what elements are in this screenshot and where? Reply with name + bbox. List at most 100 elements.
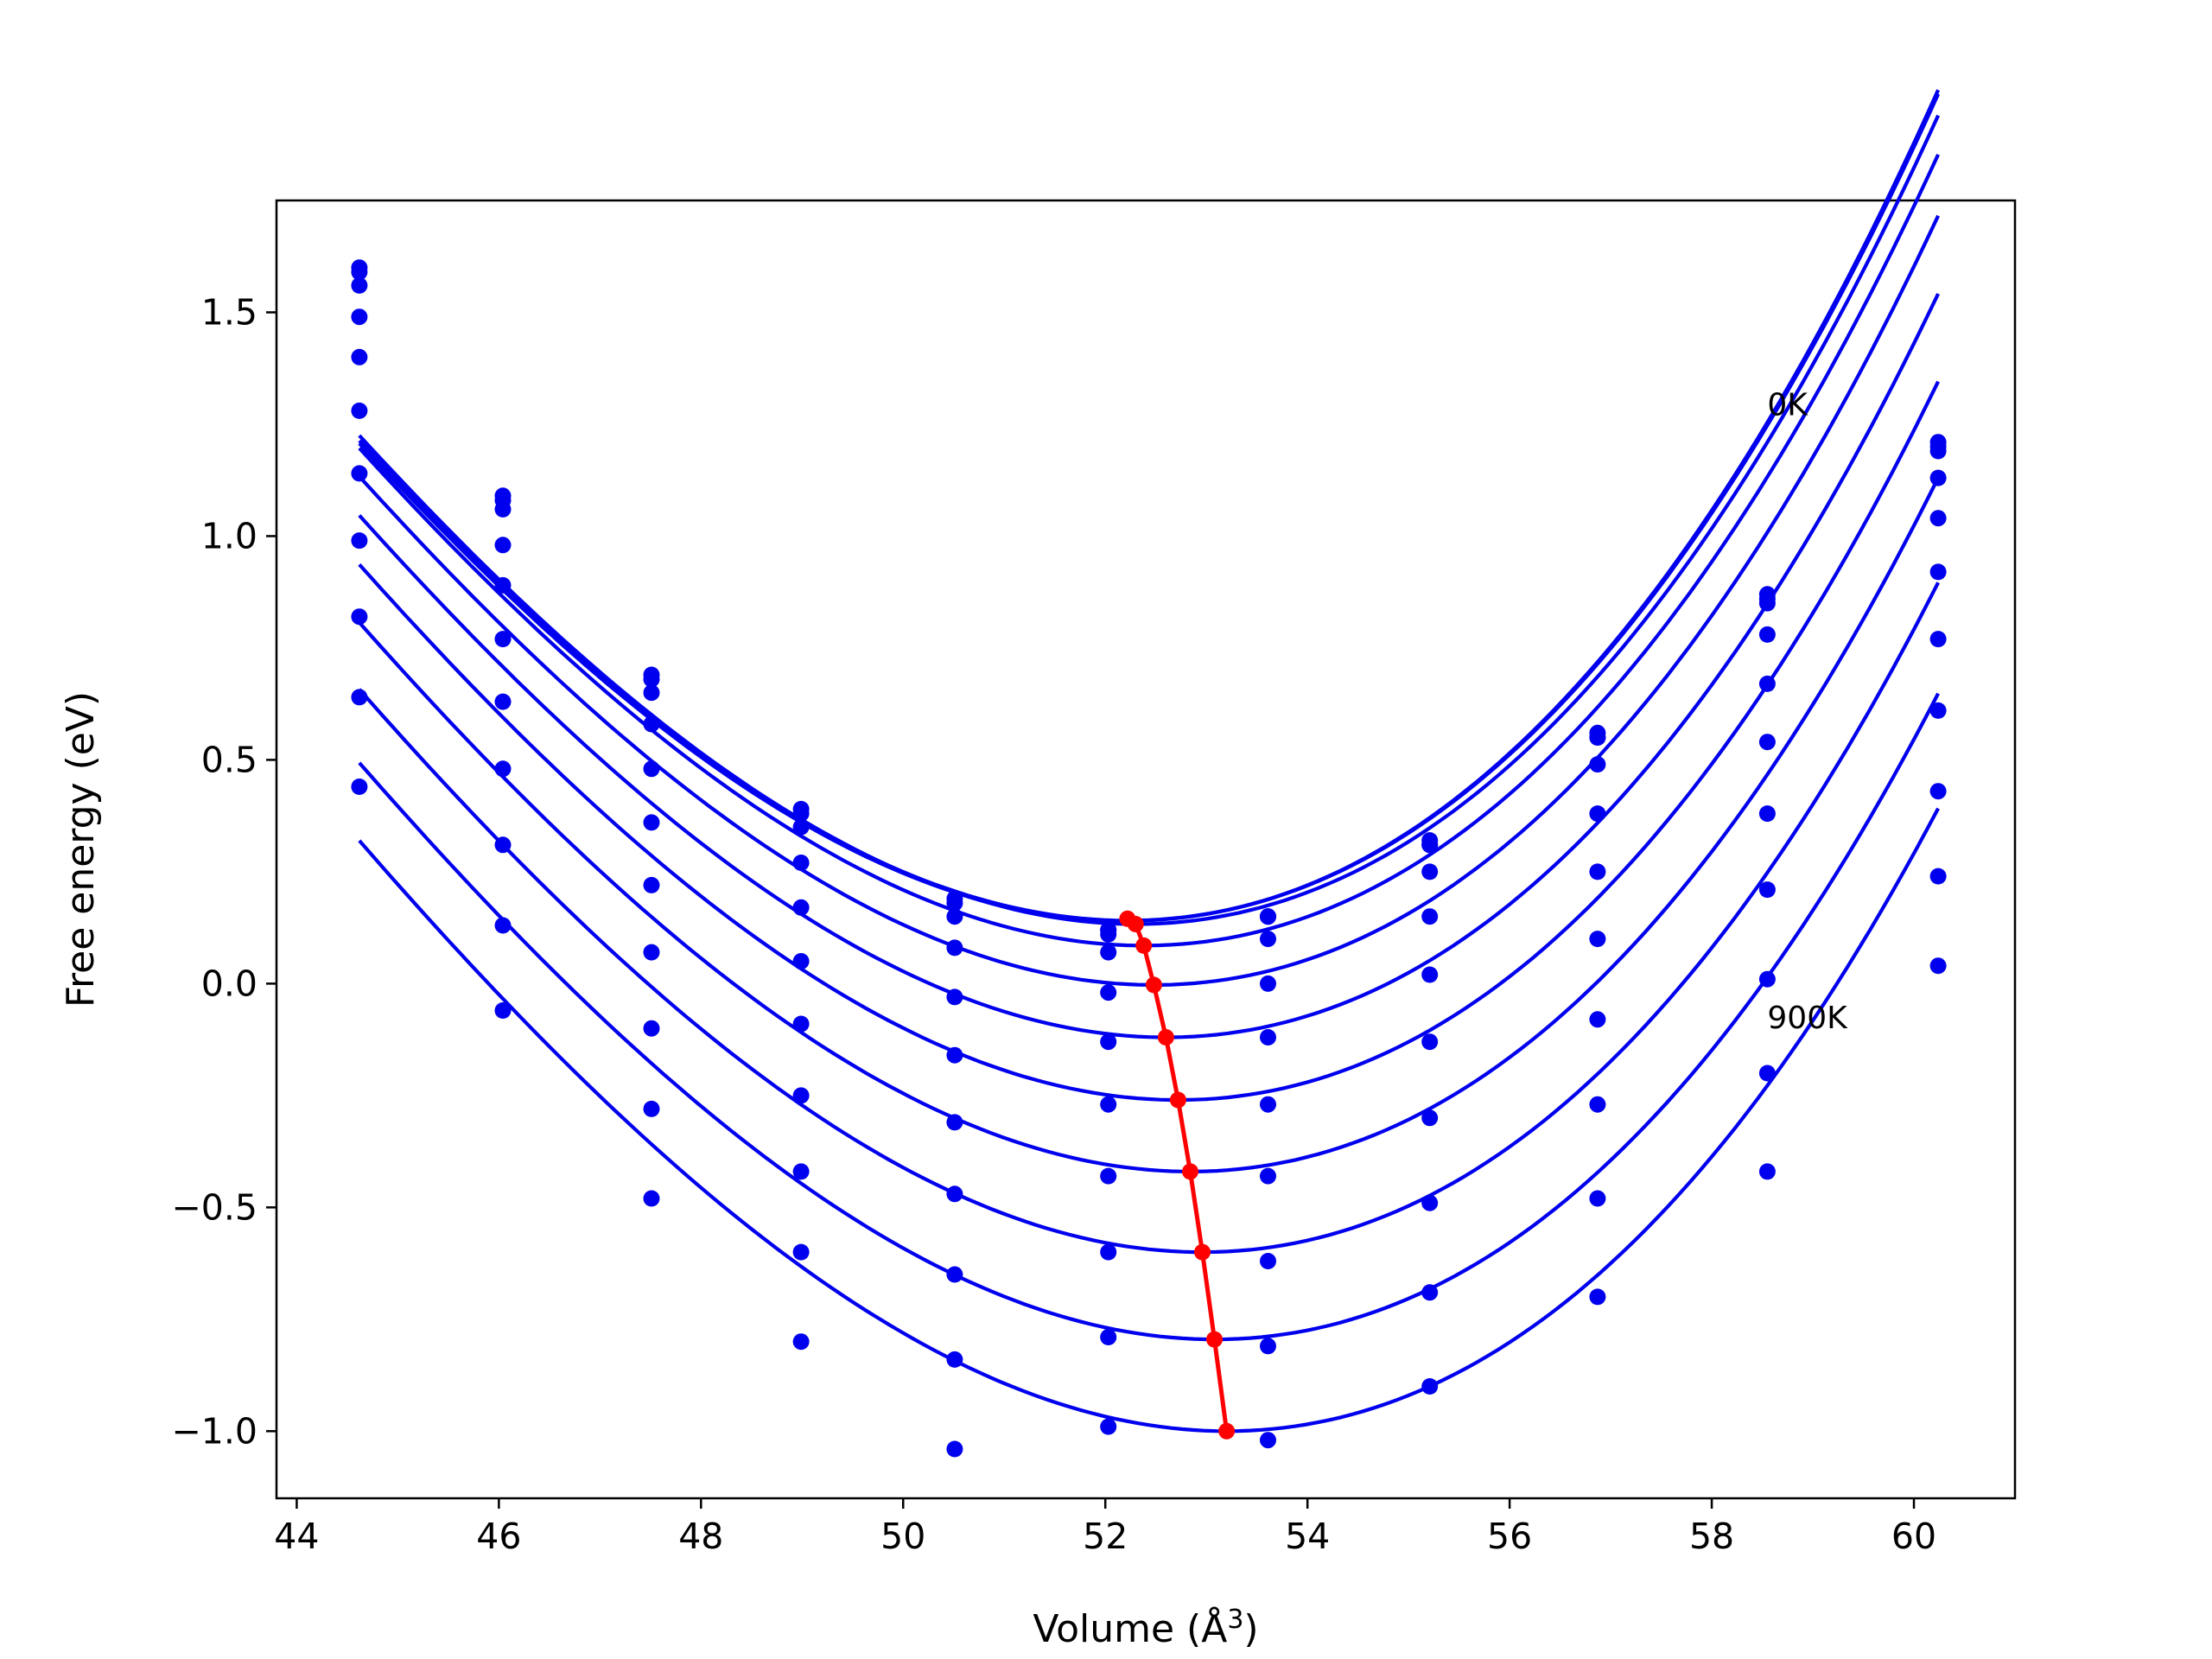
data-point-7-8 xyxy=(1589,1011,1606,1028)
data-point-8-2 xyxy=(643,1020,660,1037)
data-point-2-2 xyxy=(643,684,660,702)
data-point-4-0 xyxy=(351,348,368,365)
data-point-3-10 xyxy=(1929,469,1947,486)
x-axis-ticks: 44 46 48 50 52 54 56 58 60 xyxy=(274,1498,1936,1557)
x-tick-label-7: 58 xyxy=(1689,1516,1734,1557)
data-point-10-9 xyxy=(1758,1163,1776,1180)
data-point-7-9 xyxy=(1758,881,1776,899)
data-point-5-8 xyxy=(1589,863,1606,880)
data-point-3-8 xyxy=(1589,756,1606,773)
y-axis-title: Free energy (eV) xyxy=(59,691,103,1007)
data-point-10-10 xyxy=(1929,957,1947,975)
equilibrium-point-9 xyxy=(1218,1422,1236,1440)
data-point-3-4 xyxy=(946,939,963,957)
data-point-10-2 xyxy=(643,1190,660,1207)
data-point-4-10 xyxy=(1929,510,1947,527)
data-point-5-7 xyxy=(1421,966,1439,983)
data-point-5-2 xyxy=(643,814,660,831)
equilibrium-point-5 xyxy=(1169,1091,1186,1109)
data-point-4-6 xyxy=(1260,975,1276,992)
data-point-7-3 xyxy=(792,1087,810,1104)
fit-curve-8 xyxy=(358,582,1940,1255)
x-tick-label-3: 50 xyxy=(880,1516,925,1557)
data-point-5-5 xyxy=(1100,1033,1117,1051)
equilibrium-point-7 xyxy=(1194,1243,1211,1261)
data-point-6-3 xyxy=(792,1015,810,1033)
data-point-7-10 xyxy=(1929,702,1947,719)
data-point-1-2 xyxy=(643,671,660,688)
data-point-9-10 xyxy=(1929,868,1947,885)
y-axis-ticks: −1.0 −0.5 0.0 0.5 1.0 1.5 xyxy=(171,291,276,1452)
data-point-6-7 xyxy=(1421,1033,1439,1051)
data-point-3-1 xyxy=(494,537,512,554)
data-point-3-5 xyxy=(1100,944,1117,961)
data-point-9-4 xyxy=(946,1351,963,1368)
data-point-10-1 xyxy=(494,1002,512,1019)
annotation-0: 0K xyxy=(1767,388,1808,423)
data-point-10-8 xyxy=(1589,1288,1606,1306)
data-point-2-7 xyxy=(1421,836,1439,854)
equilibrium-point-6 xyxy=(1182,1163,1198,1180)
x-axis-title: Volume (Å3) xyxy=(1033,1605,1258,1651)
x-tick-label-0: 44 xyxy=(274,1516,319,1557)
data-point-9-5 xyxy=(1100,1329,1117,1345)
fit-curve-0 xyxy=(358,89,1941,924)
data-point-5-1 xyxy=(494,631,512,648)
x-tick-label-4: 52 xyxy=(1083,1516,1128,1557)
data-point-3-6 xyxy=(1260,931,1276,948)
equilibrium-point-1 xyxy=(1127,916,1144,932)
data-point-6-2 xyxy=(643,876,660,893)
data-point-6-9 xyxy=(1758,805,1776,823)
data-point-9-3 xyxy=(792,1243,810,1261)
data-point-8-8 xyxy=(1589,1096,1606,1113)
data-point-1-4 xyxy=(946,894,963,912)
data-point-5-4 xyxy=(946,1046,963,1064)
data-point-6-5 xyxy=(1100,1096,1117,1113)
data-point-10-7 xyxy=(1421,1378,1439,1395)
data-point-4-5 xyxy=(1100,984,1117,1001)
data-point-7-2 xyxy=(643,944,660,961)
data-point-8-5 xyxy=(1100,1243,1117,1261)
data-point-7-0 xyxy=(351,532,368,550)
x-tick-label-6: 56 xyxy=(1487,1516,1532,1557)
data-point-10-6 xyxy=(1260,1432,1276,1449)
x-tick-label-5: 54 xyxy=(1285,1516,1330,1557)
data-point-4-7 xyxy=(1421,908,1439,925)
fit-curve-5 xyxy=(358,293,1940,1039)
data-point-4-9 xyxy=(1758,675,1776,692)
data-point-2-1 xyxy=(494,500,512,518)
fit-curve-10 xyxy=(358,807,1940,1433)
data-point-3-2 xyxy=(643,715,660,733)
data-point-8-10 xyxy=(1929,783,1947,800)
data-point-10-5 xyxy=(1100,1418,1117,1435)
data-point-7-6 xyxy=(1260,1167,1276,1185)
fit-curve-6 xyxy=(358,380,1940,1103)
data-point-4-8 xyxy=(1589,805,1606,823)
fit-curve-2 xyxy=(358,114,1941,926)
data-point-8-1 xyxy=(494,836,512,854)
data-point-4-4 xyxy=(946,988,963,1006)
x-tick-label-8: 60 xyxy=(1891,1516,1936,1557)
y-tick-label-2: 0.0 xyxy=(201,963,257,1004)
data-point-1-3 xyxy=(792,805,810,823)
data-point-8-0 xyxy=(351,608,368,626)
data-point-3-9 xyxy=(1758,626,1776,643)
data-point-3-3 xyxy=(792,855,810,871)
data-point-7-4 xyxy=(946,1185,963,1203)
data-point-4-3 xyxy=(792,899,810,916)
data-point-4-1 xyxy=(494,576,512,594)
x-tick-label-2: 48 xyxy=(678,1516,723,1557)
data-point-2-6 xyxy=(1260,908,1276,925)
data-point-6-10 xyxy=(1929,631,1947,648)
data-point-8-4 xyxy=(946,1266,963,1283)
data-point-3-0 xyxy=(351,308,368,326)
data-point-9-6 xyxy=(1260,1338,1276,1355)
data-point-2-3 xyxy=(792,818,810,836)
data-point-6-6 xyxy=(1260,1096,1276,1113)
x-tick-label-1: 46 xyxy=(476,1516,521,1557)
data-point-2-5 xyxy=(1100,925,1117,943)
annotations: 0K 900K xyxy=(1767,388,1848,1037)
data-point-10-3 xyxy=(792,1333,810,1351)
data-point-2-8 xyxy=(1589,729,1606,746)
equilibrium-point-8 xyxy=(1206,1331,1223,1348)
